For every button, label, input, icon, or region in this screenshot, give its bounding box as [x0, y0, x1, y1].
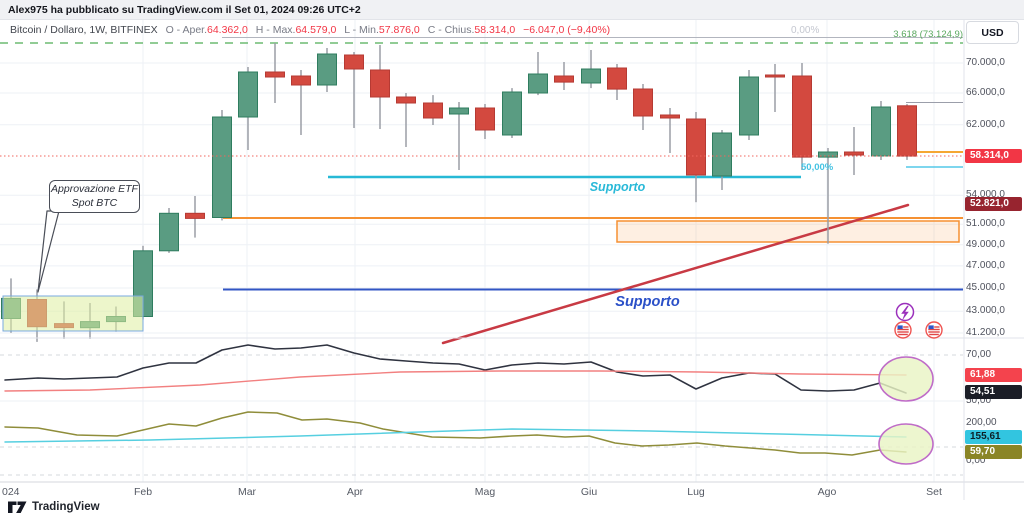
price-tag: 61,88	[965, 367, 1022, 382]
close-label: C - Chius.	[427, 24, 475, 36]
oscillator-main-line	[4, 411, 907, 456]
time-tick-label: Giu	[580, 486, 598, 498]
candle-down	[765, 74, 785, 78]
economic-event-flag-icon[interactable]	[894, 321, 912, 339]
low-value: 57.876,0	[378, 24, 420, 36]
candle-down	[554, 75, 574, 83]
rsi-ellipse	[878, 356, 934, 402]
candle-up	[871, 106, 891, 157]
candle-up	[818, 151, 838, 158]
orange-zone	[616, 220, 960, 243]
high-value: 64.579,0	[295, 24, 337, 36]
candle-down	[291, 75, 311, 86]
publication-bar: Alex975 ha pubblicato su TradingView.com…	[0, 0, 1024, 20]
time-tick-label: Mag	[474, 486, 496, 498]
candle-down	[792, 75, 812, 158]
candle-down	[897, 105, 917, 157]
etf-highlight-zone	[2, 295, 144, 332]
price-tick-label: 54.000,0	[966, 189, 1005, 200]
price-tick-label: 70.000,0	[966, 57, 1005, 68]
oscillator-ellipse	[878, 423, 934, 465]
candle-up	[528, 73, 548, 94]
candle-up	[502, 91, 522, 136]
candle-down	[423, 102, 443, 119]
price-tag: 52.821,0	[965, 196, 1022, 211]
publication-text: Alex975 ha pubblicato su TradingView.com…	[8, 4, 361, 16]
time-tick-label: Mar	[237, 486, 257, 498]
price-tick-label: 66.000,0	[966, 87, 1005, 98]
price-tick-label: 43.000,0	[966, 305, 1005, 316]
price-tick-label: 51.000,0	[966, 218, 1005, 229]
candle-down	[607, 67, 627, 90]
candle-down	[370, 69, 390, 98]
tradingview-logo-icon	[8, 501, 27, 513]
price-tick-label: 45.000,0	[966, 282, 1005, 293]
candle-up	[712, 132, 732, 177]
price-tick-label: 62.000,0	[966, 119, 1005, 130]
candle-up	[212, 116, 232, 218]
candle-down	[633, 88, 653, 117]
change-value: −6.047,0 (−9,40%)	[523, 24, 611, 36]
candle-down	[344, 54, 364, 70]
price-tag: 59,70	[965, 444, 1022, 459]
indicator-tick-label: 0,00	[966, 455, 986, 466]
rsi-ma-line	[4, 370, 907, 392]
candle-up	[449, 107, 469, 115]
high-label: H - Max.	[255, 24, 296, 36]
time-tick-label: 024	[2, 486, 20, 498]
rsi-line	[4, 344, 907, 394]
callout-pointer	[37, 210, 60, 293]
earnings-lightning-icon[interactable]	[895, 302, 915, 322]
price-tick-label: 47.000,0	[966, 260, 1005, 271]
candle-down	[844, 151, 864, 156]
red-trendline	[441, 203, 910, 345]
price-tag: 155,61	[965, 429, 1022, 444]
candle-up	[159, 212, 179, 252]
time-tick-label: Lug	[687, 486, 705, 498]
candle-down	[396, 96, 416, 104]
candle-down	[185, 212, 205, 219]
candle-up	[739, 76, 759, 136]
etf-approval-callout[interactable]: Approvazione ETF Spot BTC	[49, 180, 140, 213]
time-tick-label: Feb	[133, 486, 153, 498]
candle-down	[660, 114, 680, 119]
candle-down	[265, 71, 285, 78]
candle-up	[317, 53, 337, 86]
support-label-blue[interactable]: Supporto	[615, 294, 680, 310]
price-tick-label: 41.200,0	[966, 327, 1005, 338]
candle-down	[686, 118, 706, 176]
fib-zero-label: 0,00%	[791, 25, 820, 36]
time-tick-label: Ago	[817, 486, 837, 498]
oscillator-signal-line	[4, 428, 907, 443]
time-tick-label: Apr	[346, 486, 364, 498]
candle-up	[581, 68, 601, 84]
price-tag: 54,51	[965, 384, 1022, 399]
open-value: 64.362,0	[207, 24, 248, 36]
symbol-legend[interactable]: Bitcoin / Dollaro, 1W, BITFINEX O - Aper…	[10, 24, 610, 36]
candle-down	[475, 107, 495, 131]
indicator-tick-label: 50,00	[966, 395, 992, 406]
symbol-title: Bitcoin / Dollaro, 1W, BITFINEX	[10, 24, 158, 36]
indicator-tick-label: 70,00	[966, 349, 992, 360]
tradingview-attribution-text: TradingView	[32, 501, 100, 513]
indicator-tick-label: 200,00	[966, 417, 997, 428]
candle-up	[238, 71, 258, 118]
economic-event-flag-icon[interactable]	[925, 321, 943, 339]
open-label: O - Aper.	[165, 24, 207, 36]
close-value: 58.314,0	[474, 24, 516, 36]
fib-extension-label: 3.618 (73.124,9)	[893, 29, 963, 40]
currency-unit-button[interactable]: USD	[966, 21, 1019, 44]
price-tick-label: 49.000,0	[966, 239, 1005, 250]
time-tick-label: Set	[926, 486, 942, 498]
support-label-cyan[interactable]: Supporto	[589, 180, 646, 194]
price-tag: 58.314,0	[965, 148, 1022, 163]
fib-fifty-label: 50,00%	[801, 162, 834, 173]
tradingview-attribution[interactable]: TradingView	[8, 500, 100, 514]
low-label: L - Min.	[344, 24, 379, 36]
